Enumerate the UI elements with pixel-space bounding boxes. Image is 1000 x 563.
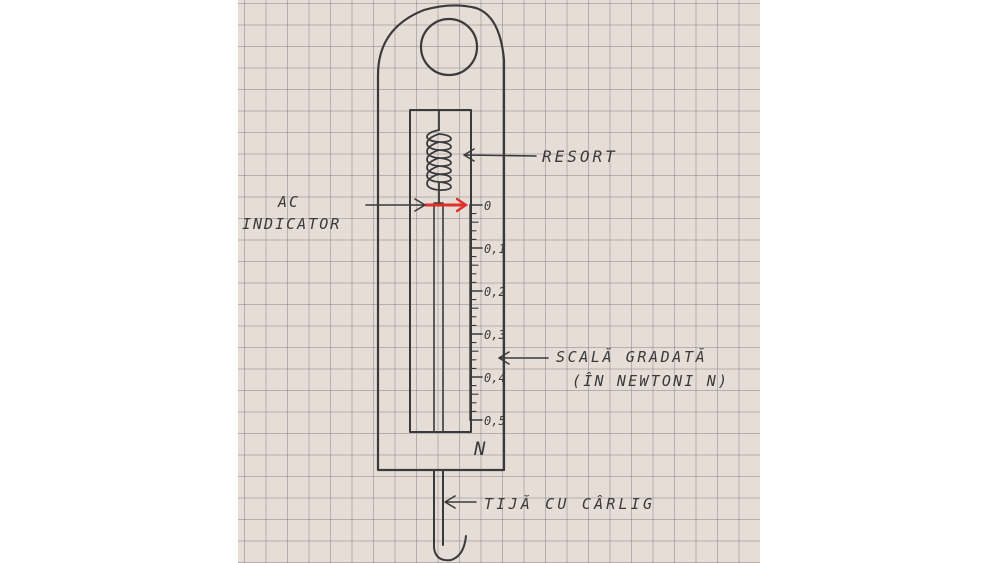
scale-ticks bbox=[469, 204, 483, 421]
ac-label-line1: AC bbox=[277, 193, 300, 211]
red-pointer-arrowhead bbox=[455, 197, 469, 213]
scale-label: 0,5 bbox=[484, 414, 506, 428]
scale-label: 0,2 bbox=[484, 285, 506, 299]
dynamometer-diagram: 0 0,1 0,2 0,3 0,4 0,5 N RESORT AC INDICATOR S… bbox=[242, 4, 729, 562]
ac-label-line2: INDICATOR bbox=[242, 215, 341, 233]
scale-label: 0,1 bbox=[484, 242, 506, 256]
resort-label: RESORT bbox=[542, 147, 618, 166]
tija-arrow bbox=[444, 495, 477, 509]
scale-label: 0,4 bbox=[484, 371, 506, 385]
resort-arrow bbox=[463, 148, 537, 162]
hanging-ring bbox=[419, 17, 479, 77]
tija-label: TIJĂ CU CÂRLIG bbox=[484, 494, 655, 513]
scala-arrow bbox=[498, 351, 549, 365]
scala-label-line2: (ÎN NEWTONI N) bbox=[572, 371, 729, 390]
hook-rod bbox=[433, 469, 467, 562]
scale-label: 0 bbox=[484, 199, 491, 213]
graph-paper: 0 0,1 0,2 0,3 0,4 0,5 N RESORT AC INDICATOR S… bbox=[238, 0, 760, 563]
scale-label: 0,3 bbox=[484, 328, 506, 342]
scale-labels: 0 0,1 0,2 0,3 0,4 0,5 bbox=[484, 199, 506, 428]
spring bbox=[426, 129, 452, 204]
unit-label: N bbox=[473, 438, 486, 460]
ac-indicator-arrow bbox=[365, 198, 426, 212]
slider-rod bbox=[433, 202, 444, 433]
scala-label-line1: SCALĂ GRADATĂ bbox=[556, 347, 707, 366]
dynamometer-body bbox=[376, 4, 506, 472]
